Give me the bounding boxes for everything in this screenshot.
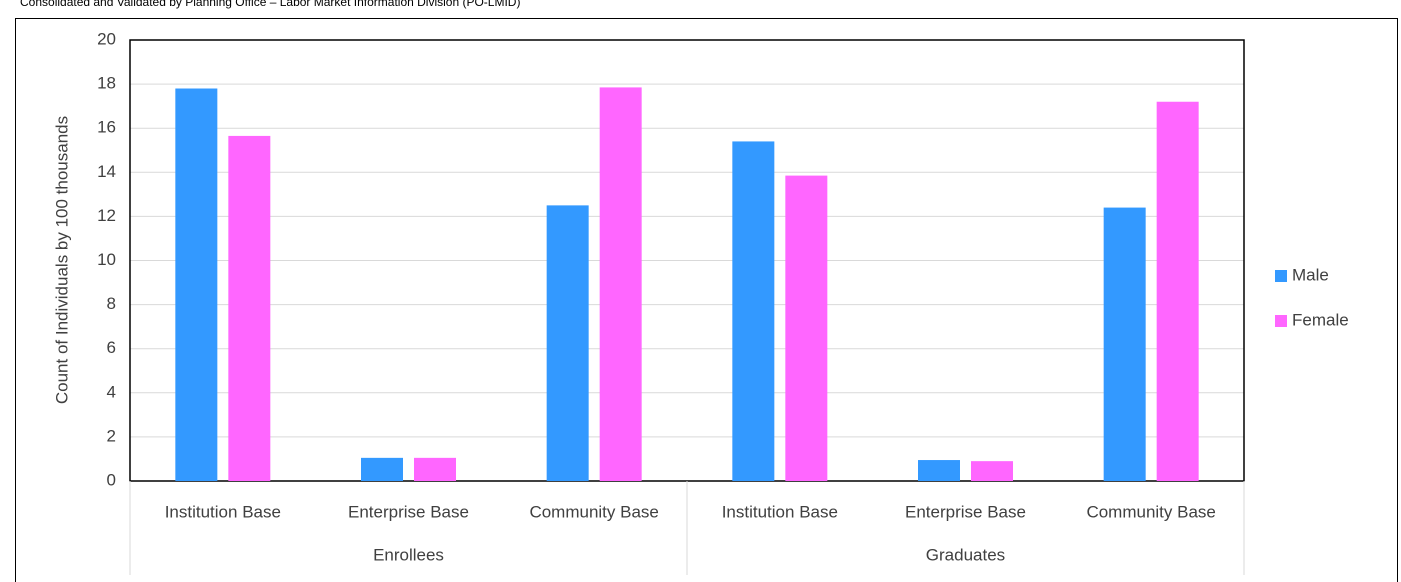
- bar: [175, 88, 218, 481]
- y-axis-label: Count of Individuals by 100 thousands: [52, 116, 71, 404]
- bar: [918, 460, 960, 481]
- bar: [599, 87, 642, 481]
- group-label: Graduates: [926, 545, 1005, 564]
- y-tick-label: 12: [97, 206, 116, 225]
- y-tick-label: 16: [97, 118, 116, 137]
- legend-swatch: [1275, 315, 1287, 327]
- legend-label: Female: [1292, 310, 1349, 329]
- x-tick-label: Enterprise Base: [905, 502, 1026, 521]
- legend-swatch: [1275, 270, 1287, 282]
- x-tick-label: Institution Base: [722, 502, 838, 521]
- bar: [414, 457, 456, 481]
- bar: [785, 175, 828, 482]
- y-tick-label: 20: [97, 29, 116, 48]
- y-tick-label: 6: [107, 338, 116, 357]
- bar: [1156, 101, 1199, 482]
- bar: [732, 141, 775, 481]
- x-tick-label: Community Base: [529, 502, 658, 521]
- y-tick-label: 14: [97, 162, 116, 181]
- group-label: Enrollees: [373, 545, 444, 564]
- bar: [546, 205, 589, 481]
- y-tick-label: 10: [97, 250, 116, 269]
- x-tick-label: Enterprise Base: [348, 502, 469, 521]
- y-tick-label: 0: [107, 470, 116, 489]
- bar: [361, 457, 403, 481]
- x-tick-label: Institution Base: [165, 502, 281, 521]
- x-tick-label: Community Base: [1086, 502, 1215, 521]
- y-tick-label: 2: [107, 426, 116, 445]
- y-tick-label: 18: [97, 74, 116, 93]
- source-note: Consolidated and Validated by Planning O…: [20, 0, 520, 9]
- bar: [971, 461, 1013, 481]
- legend-label: Male: [1292, 265, 1329, 284]
- chart-border: [15, 18, 1398, 582]
- y-tick-label: 4: [107, 382, 116, 401]
- bar: [228, 135, 271, 482]
- bar: [1103, 207, 1146, 481]
- y-tick-label: 8: [107, 294, 116, 313]
